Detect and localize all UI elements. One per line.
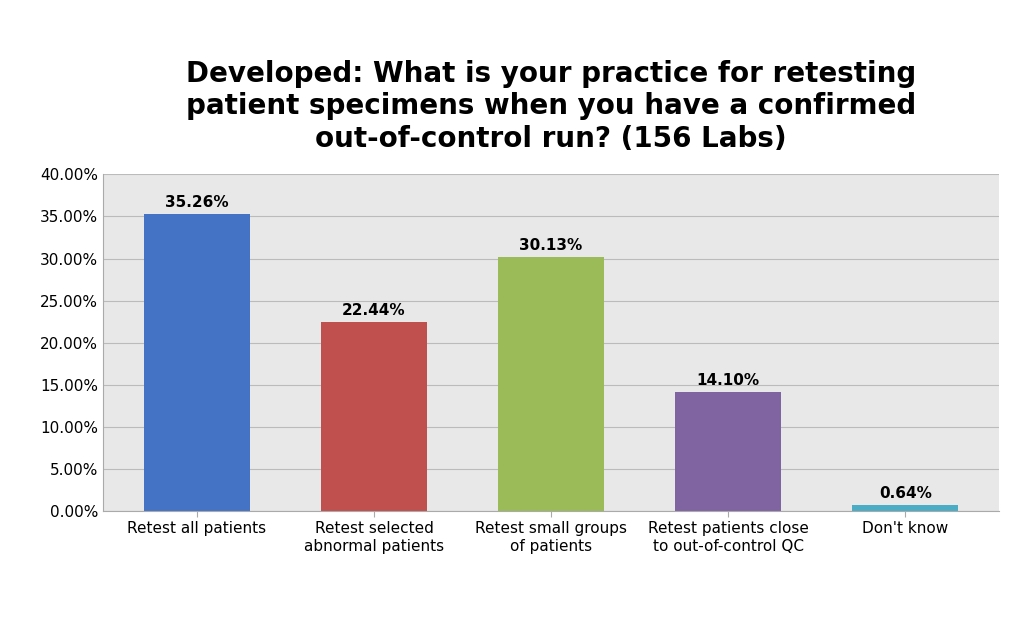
Text: 30.13%: 30.13%	[519, 238, 583, 253]
Title: Developed: What is your practice for retesting
patient specimens when you have a: Developed: What is your practice for ret…	[186, 60, 916, 153]
Bar	[852, 505, 958, 511]
Bar	[320, 322, 427, 511]
Text: 22.44%: 22.44%	[342, 303, 406, 318]
Bar	[497, 257, 605, 511]
Bar	[675, 392, 782, 511]
Bar	[144, 214, 250, 511]
Text: 35.26%: 35.26%	[165, 195, 229, 210]
Text: 0.64%: 0.64%	[879, 487, 932, 502]
Text: 14.10%: 14.10%	[696, 373, 760, 388]
